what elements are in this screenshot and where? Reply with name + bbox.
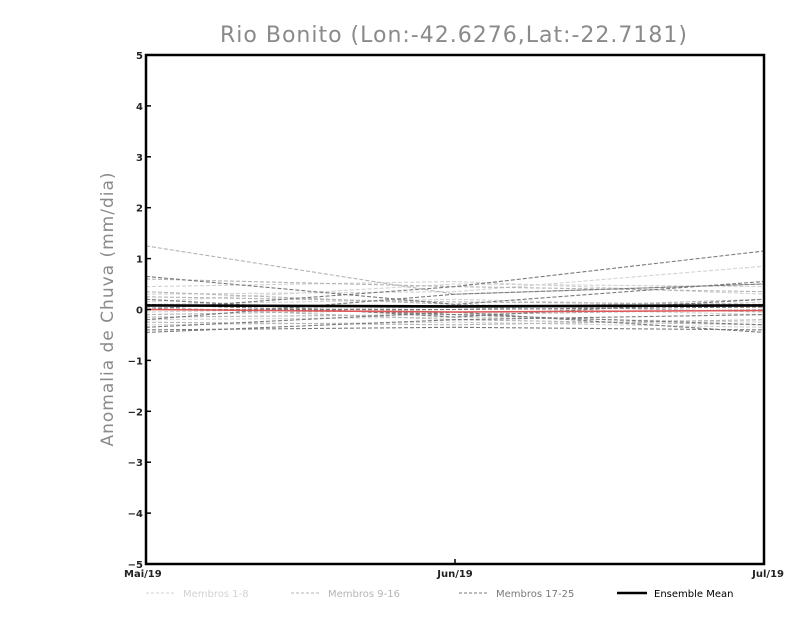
y-tick-label: −4 — [128, 509, 143, 520]
series-line-15 — [145, 291, 765, 313]
y-tick-label: 1 — [136, 255, 143, 266]
x-tick-label: Jul/19 — [751, 569, 784, 580]
series-layer — [145, 245, 765, 333]
y-axis-label: Anomalia de Chuva (mm/dia) — [98, 171, 118, 446]
series-line-16 — [145, 250, 765, 311]
series-line-18 — [145, 314, 765, 333]
series-line-13 — [145, 296, 765, 305]
y-axis-ticks: 5 4 3 2 1 0 −1 −2 −3 −4 −5 — [128, 51, 151, 571]
ensemble-mean-line — [145, 304, 765, 308]
y-tick-label: −3 — [128, 458, 143, 469]
legend-label: Ensemble Mean — [654, 589, 733, 600]
legend-label: Membros 9-16 — [328, 589, 400, 600]
series-line-5 — [145, 321, 765, 328]
chart-title: Rio Bonito (Lon:-42.6276,Lat:-22.7181) — [220, 23, 688, 48]
series-line-17 — [145, 275, 765, 305]
series-line-6 — [145, 298, 765, 308]
series-line-23 — [145, 283, 765, 321]
x-tick-label: Mai/19 — [124, 569, 162, 580]
series-line-24 — [146, 306, 765, 311]
x-axis-ticks: Mai/19 Jun/19 Jul/19 — [124, 559, 784, 580]
y-tick-label: −2 — [128, 407, 143, 418]
x-tick-label: Jun/19 — [436, 569, 473, 580]
legend: Membros 1-8 Membros 9-16 Membros 17-25 Ense… — [146, 589, 733, 600]
y-tick-label: −1 — [128, 356, 143, 367]
y-tick-label: 0 — [136, 306, 143, 317]
series-line-25 — [145, 308, 765, 313]
series-line-0 — [145, 265, 765, 295]
series-line-1 — [145, 280, 765, 295]
legend-label: Membros 1-8 — [183, 589, 249, 600]
legend-label: Membros 17-25 — [496, 589, 574, 600]
y-tick-label: 2 — [136, 204, 143, 215]
series-line-21 — [145, 326, 765, 331]
y-tick-label: 3 — [136, 153, 143, 164]
y-tick-label: 5 — [136, 51, 143, 62]
y-tick-label: 4 — [136, 102, 143, 113]
series-line-22 — [145, 303, 765, 326]
series-line-12 — [145, 319, 765, 326]
y-tick-label: −5 — [128, 560, 143, 571]
